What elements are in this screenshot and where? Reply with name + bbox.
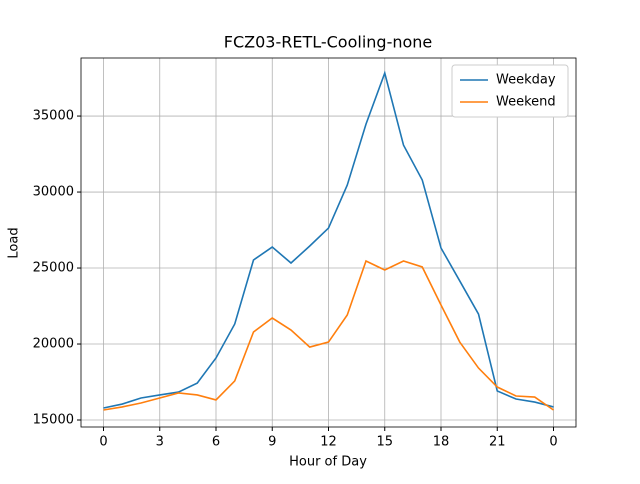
y-tick-label: 30000: [33, 185, 74, 200]
x-tick-label: 15: [376, 435, 393, 450]
x-tick-label: 9: [268, 435, 276, 450]
y-tick-label: 35000: [33, 109, 74, 124]
x-tick-label: 6: [212, 435, 220, 450]
data-line: [103, 259, 554, 411]
y-tick-label: 15000: [33, 413, 74, 428]
y-tick-label: 20000: [33, 337, 74, 352]
x-tick-label: 21: [489, 435, 506, 450]
x-tick-label: 12: [320, 435, 337, 450]
x-tick-label: 3: [156, 435, 164, 450]
plot-frame: [80, 57, 577, 428]
y-tick-label: 25000: [33, 261, 74, 276]
legend-box: [451, 64, 569, 118]
chart-title: FCZ03-RETL-Cooling-none: [224, 33, 433, 52]
y-axis-label: Load: [7, 227, 22, 258]
x-tick-label: 18: [433, 435, 450, 450]
x-tick-label: 0: [99, 435, 107, 450]
legend: Weekday Weekend: [451, 64, 569, 118]
x-axis-label: Hour of Day: [289, 455, 367, 470]
legend-label: Weekend: [496, 95, 556, 110]
data-line: [103, 70, 554, 409]
x-tick-label: 0: [549, 435, 557, 450]
legend-label: Weekday: [496, 73, 556, 88]
